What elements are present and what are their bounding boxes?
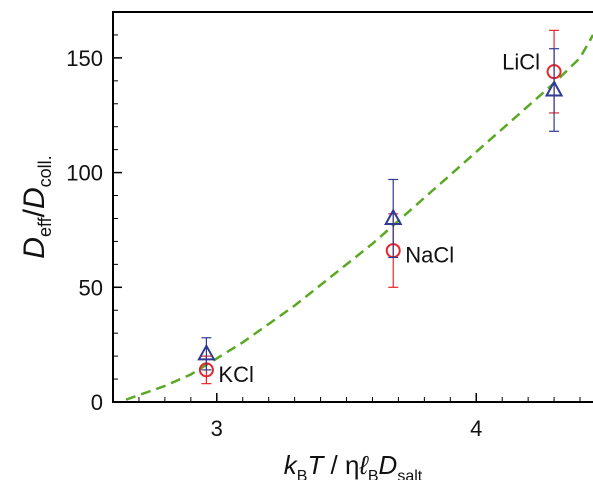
- triangle-marker: [544, 79, 564, 97]
- y-tick-label: 0: [91, 390, 103, 415]
- y-axis-label: Deff/Dcoll.: [18, 155, 55, 258]
- triangle-marker: [197, 343, 216, 361]
- triangle-point: [544, 48, 564, 132]
- triangle-point: [384, 178, 403, 259]
- y-tick-label: 100: [66, 161, 103, 186]
- axis-label-part: k: [284, 450, 299, 480]
- axis-label-part: D: [18, 237, 51, 259]
- fit-curve: [125, 34, 593, 401]
- axis-label-part: coll.: [35, 155, 55, 187]
- axis-label-part: ℓ: [358, 450, 369, 480]
- axis-label-part: B: [368, 468, 379, 480]
- triangle-marker: [384, 208, 403, 225]
- x-tick-label: 4: [470, 416, 482, 441]
- triangle-point: [197, 337, 216, 371]
- y-tick-label: 50: [79, 275, 103, 300]
- axis-label-part: D: [18, 187, 51, 209]
- axis-label-part: B: [297, 468, 308, 480]
- axis-label-part: / η: [323, 450, 359, 480]
- x-axis-label: kBT / ηℓBDsalt: [284, 450, 423, 480]
- axis-label-part: eff: [35, 216, 55, 237]
- point-label: NaCl: [405, 243, 454, 268]
- x-tick-label: 3: [211, 416, 223, 441]
- axis-label-part: salt: [397, 468, 422, 480]
- plot-frame: [112, 11, 593, 403]
- y-tick-label: 150: [66, 46, 103, 71]
- axis-label-part: D: [379, 450, 398, 480]
- point-label: LiCl: [502, 50, 540, 75]
- axis-label-part: T: [307, 450, 325, 480]
- point-label: KCl: [218, 362, 253, 387]
- axis-label-part: /: [18, 208, 51, 217]
